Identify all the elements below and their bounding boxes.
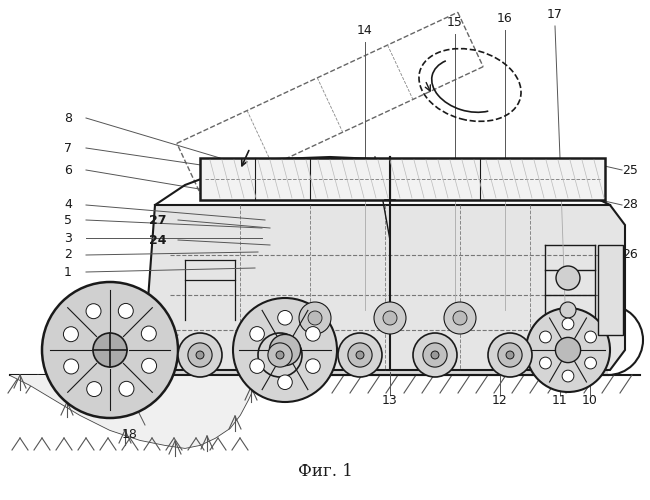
Text: 15: 15: [447, 16, 463, 28]
Text: 25: 25: [622, 164, 638, 176]
Circle shape: [423, 343, 447, 367]
Polygon shape: [80, 305, 608, 375]
Text: 17: 17: [547, 8, 563, 20]
Circle shape: [374, 302, 406, 334]
Circle shape: [453, 311, 467, 325]
Text: 13: 13: [382, 394, 398, 406]
Circle shape: [413, 333, 457, 377]
Text: 14: 14: [357, 24, 373, 36]
Circle shape: [250, 326, 265, 341]
Circle shape: [540, 357, 551, 369]
Circle shape: [142, 358, 157, 374]
Circle shape: [141, 326, 156, 341]
Circle shape: [86, 382, 101, 396]
Text: 6: 6: [64, 164, 72, 176]
Circle shape: [562, 318, 574, 330]
Circle shape: [556, 266, 580, 290]
Circle shape: [560, 302, 576, 318]
Circle shape: [562, 370, 574, 382]
Polygon shape: [10, 375, 260, 448]
Text: 27: 27: [150, 214, 167, 226]
Text: 2: 2: [64, 248, 72, 262]
Circle shape: [93, 333, 127, 367]
Text: 8: 8: [64, 112, 72, 124]
Circle shape: [188, 343, 212, 367]
Circle shape: [196, 351, 204, 359]
Circle shape: [306, 326, 320, 341]
Bar: [200, 158, 605, 200]
Circle shape: [488, 333, 532, 377]
Text: 10: 10: [582, 394, 598, 406]
Circle shape: [444, 302, 476, 334]
Circle shape: [348, 343, 372, 367]
Circle shape: [119, 382, 134, 396]
Circle shape: [233, 298, 337, 402]
Text: 11: 11: [552, 394, 568, 406]
Circle shape: [268, 343, 292, 367]
Text: 12: 12: [492, 394, 508, 406]
Circle shape: [250, 359, 265, 374]
Text: 18: 18: [122, 428, 138, 442]
Circle shape: [540, 331, 551, 343]
Circle shape: [64, 326, 79, 342]
Circle shape: [555, 338, 580, 362]
Text: Фиг. 1: Фиг. 1: [298, 464, 352, 480]
Text: 28: 28: [622, 198, 638, 211]
Polygon shape: [145, 205, 625, 370]
Circle shape: [278, 310, 292, 325]
Circle shape: [86, 304, 101, 318]
Circle shape: [584, 357, 597, 369]
Text: 3: 3: [64, 232, 72, 244]
Text: 4: 4: [64, 198, 72, 211]
Circle shape: [118, 304, 133, 318]
Text: 1: 1: [64, 266, 72, 278]
Circle shape: [258, 333, 302, 377]
Circle shape: [526, 308, 610, 392]
Bar: [598, 245, 623, 335]
Circle shape: [278, 375, 292, 390]
Circle shape: [308, 311, 322, 325]
Circle shape: [299, 302, 331, 334]
Circle shape: [431, 351, 439, 359]
Circle shape: [356, 351, 364, 359]
Text: 7: 7: [64, 142, 72, 154]
Circle shape: [42, 282, 178, 418]
Text: 24: 24: [150, 234, 167, 246]
Circle shape: [64, 359, 79, 374]
Circle shape: [306, 359, 320, 374]
Text: 26: 26: [622, 248, 638, 262]
Circle shape: [178, 333, 222, 377]
Circle shape: [269, 334, 300, 366]
Circle shape: [584, 331, 597, 343]
Text: 16: 16: [497, 12, 513, 24]
Circle shape: [276, 351, 284, 359]
Circle shape: [338, 333, 382, 377]
Circle shape: [498, 343, 522, 367]
Text: 5: 5: [64, 214, 72, 226]
Circle shape: [383, 311, 397, 325]
Circle shape: [506, 351, 514, 359]
